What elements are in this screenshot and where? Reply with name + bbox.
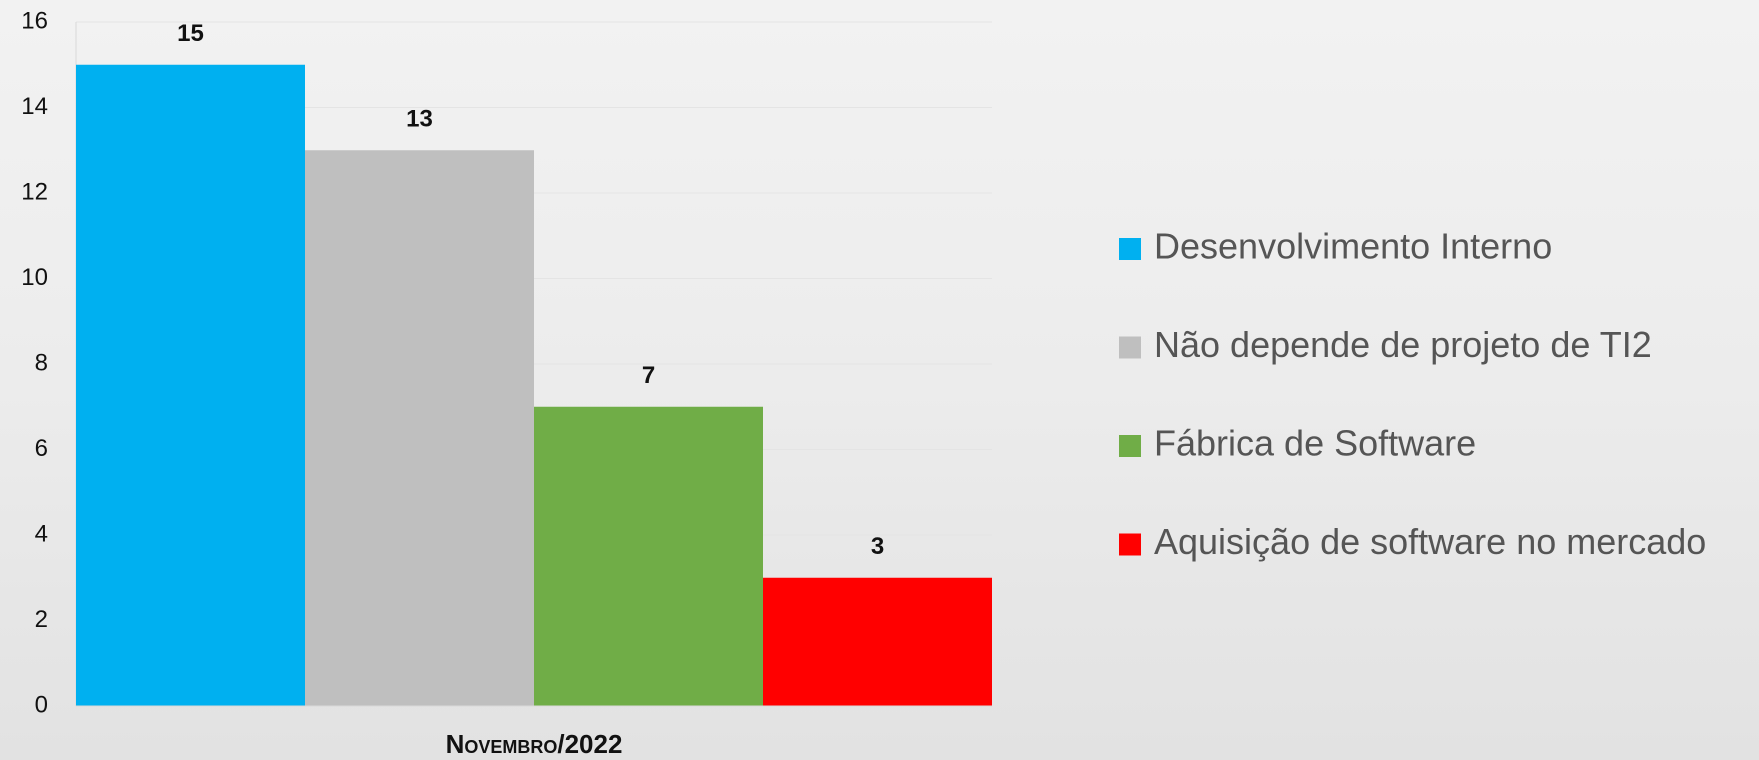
legend-swatch [1119,435,1141,457]
value-label: 13 [406,106,433,133]
y-tick-label: 12 [21,178,48,205]
y-tick-label: 14 [21,93,48,120]
x-tick-label: Novembro/2022 [446,729,623,759]
legend-label: Não depende de projeto de TI2 [1154,324,1652,365]
legend-swatch [1119,238,1141,260]
y-tick-label: 6 [35,435,48,462]
y-tick-label: 8 [35,349,48,376]
legend-swatch [1119,533,1141,556]
value-label: 7 [642,362,655,389]
y-tick-label: 10 [21,264,48,291]
y-tick-label: 0 [35,691,48,718]
y-tick-label: 4 [35,520,48,547]
bar [76,64,305,706]
legend-label: Desenvolvimento Interno [1154,226,1552,267]
bar [305,150,534,706]
bar [763,577,992,706]
value-label: 15 [177,20,204,47]
legend-swatch [1119,336,1141,359]
y-tick-label: 2 [35,606,48,633]
legend-label: Aquisição de software no mercado [1154,521,1706,562]
bar [534,406,763,706]
legend-label: Fábrica de Software [1154,423,1476,464]
value-label: 3 [871,533,884,560]
y-tick-label: 16 [21,7,48,34]
